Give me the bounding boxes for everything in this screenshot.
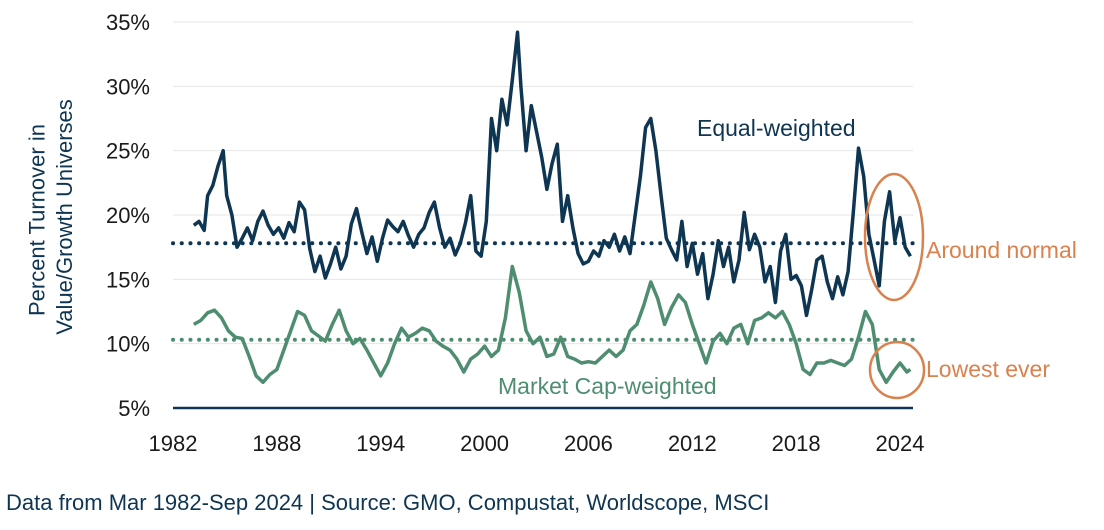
- x-tick-labels: 1982 1988 1994 2000 2006 2012 2018 2024: [149, 431, 925, 456]
- series-line-equal-weighted: [192, 30, 912, 318]
- y-tick-15: 15%: [106, 267, 150, 292]
- x-tick-2024: 2024: [876, 431, 925, 456]
- y-tick-20: 20%: [106, 203, 150, 228]
- x-tick-1982: 1982: [149, 431, 198, 456]
- x-tick-1994: 1994: [356, 431, 405, 456]
- annotation-around-normal: Around normal: [926, 237, 1077, 263]
- series-label-equal-weighted: Equal-weighted: [697, 115, 856, 141]
- line-chart: 5% 10% 15% 20% 25% 30% 35% 1982 1988 1994 2000 200…: [24, 10, 1077, 456]
- x-tick-2012: 2012: [668, 431, 717, 456]
- annotation-lowest-ever: Lowest ever: [926, 356, 1050, 382]
- series-label-market-cap-weighted: Market Cap-weighted: [498, 373, 717, 399]
- x-tick-2018: 2018: [772, 431, 821, 456]
- y-tick-35: 35%: [106, 10, 150, 35]
- series-lines: [192, 30, 912, 385]
- y-tick-10: 10%: [106, 332, 150, 357]
- series-line-market-cap-weighted: [192, 264, 912, 385]
- footer-source-note: Data from Mar 1982-Sep 2024 | Source: GM…: [6, 490, 770, 515]
- x-tick-2006: 2006: [564, 431, 613, 456]
- y-axis-label-line-1: Percent Turnover in: [24, 124, 49, 316]
- y-tick-5: 5%: [118, 396, 150, 421]
- y-tick-labels: 5% 10% 15% 20% 25% 30% 35%: [106, 10, 150, 421]
- x-tick-1988: 1988: [252, 431, 301, 456]
- lowest-ever-highlight-ellipse: [868, 340, 926, 400]
- around-normal-highlight-ellipse: [863, 172, 925, 302]
- average-lines: [171, 241, 915, 342]
- y-axis-label: Percent Turnover in Value/Growth Univers…: [24, 99, 77, 335]
- y-tick-25: 25%: [106, 139, 150, 164]
- x-tick-2000: 2000: [460, 431, 509, 456]
- y-axis-label-line-2: Value/Growth Universes: [52, 99, 77, 335]
- y-tick-30: 30%: [106, 74, 150, 99]
